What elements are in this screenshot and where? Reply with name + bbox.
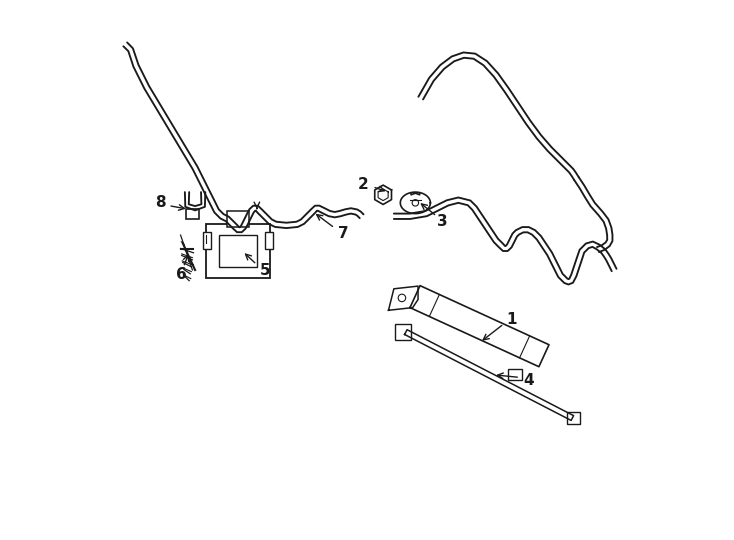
Polygon shape	[410, 286, 549, 367]
Text: 4: 4	[523, 373, 534, 388]
Text: 2: 2	[357, 177, 368, 192]
FancyBboxPatch shape	[228, 211, 249, 227]
Polygon shape	[404, 330, 573, 421]
Text: 7: 7	[338, 226, 348, 241]
FancyBboxPatch shape	[265, 232, 273, 248]
Polygon shape	[388, 286, 418, 310]
Text: 6: 6	[176, 267, 187, 282]
FancyBboxPatch shape	[186, 210, 200, 219]
Text: 3: 3	[437, 214, 448, 229]
Circle shape	[398, 294, 406, 302]
Circle shape	[412, 200, 418, 206]
Text: 8: 8	[155, 195, 165, 211]
FancyBboxPatch shape	[203, 232, 211, 248]
FancyBboxPatch shape	[219, 235, 257, 267]
FancyBboxPatch shape	[508, 369, 522, 380]
FancyBboxPatch shape	[567, 413, 581, 424]
FancyBboxPatch shape	[396, 324, 411, 340]
Text: 1: 1	[506, 312, 517, 327]
Text: 5: 5	[260, 262, 270, 278]
FancyBboxPatch shape	[206, 224, 270, 278]
